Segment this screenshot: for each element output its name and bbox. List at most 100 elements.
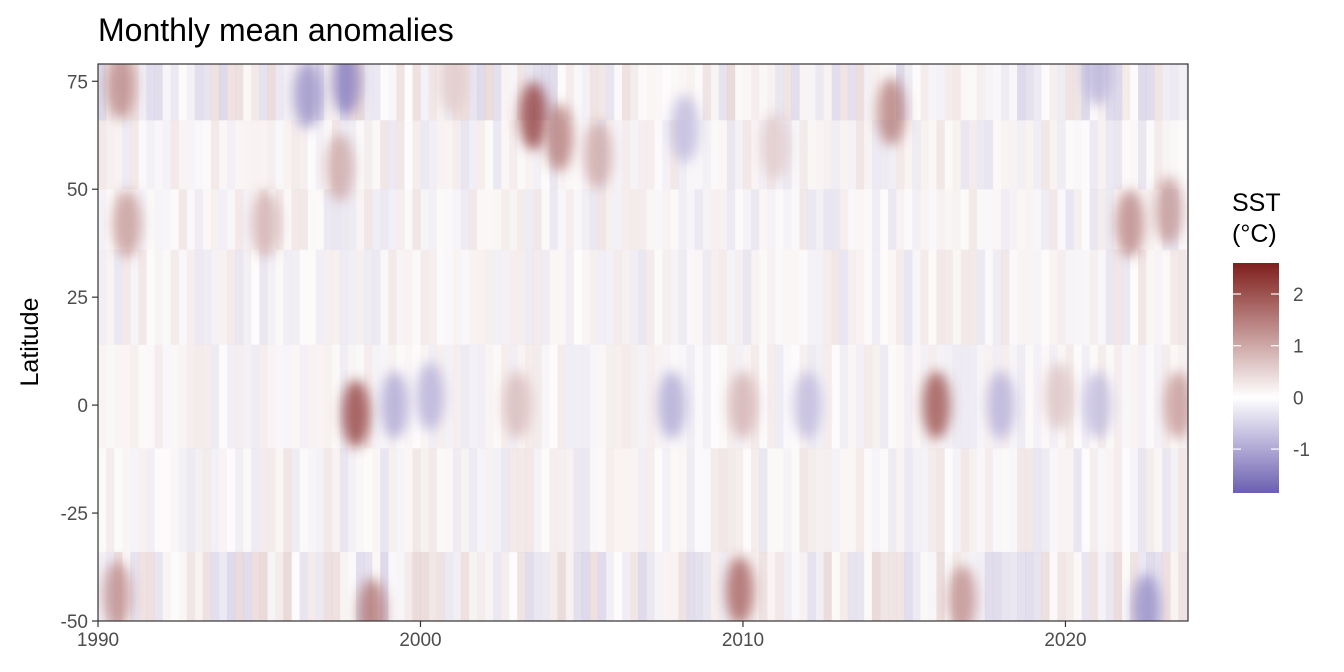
heatmap-cell bbox=[1105, 120, 1115, 190]
heatmap-cell bbox=[1121, 551, 1131, 621]
heatmap-cell bbox=[1121, 64, 1131, 121]
heatmap-cell bbox=[1129, 344, 1139, 449]
heatmap-cell bbox=[1105, 551, 1115, 621]
heatmap-cell bbox=[799, 64, 808, 121]
heatmap-anomaly bbox=[1154, 176, 1183, 245]
heatmap-cell bbox=[968, 189, 978, 251]
heatmap-cell bbox=[1146, 448, 1155, 553]
heatmap-cell bbox=[1129, 64, 1139, 121]
heatmap-cell bbox=[1041, 120, 1050, 190]
heatmap-cell bbox=[815, 189, 825, 251]
heatmap-cell bbox=[1081, 448, 1091, 553]
heatmap-cell bbox=[1113, 249, 1123, 346]
heatmap-cell bbox=[420, 249, 430, 346]
heatmap-cell bbox=[646, 448, 655, 553]
heatmap-cell bbox=[380, 120, 389, 190]
heatmap-cell bbox=[1049, 551, 1058, 621]
heatmap-cell bbox=[493, 249, 502, 346]
heatmap-cell bbox=[880, 448, 889, 553]
heatmap-cell bbox=[428, 64, 438, 121]
heatmap-cell bbox=[1186, 551, 1188, 621]
heatmap-cell bbox=[218, 249, 228, 346]
heatmap-cell bbox=[235, 120, 244, 190]
heatmap-cell bbox=[235, 448, 244, 553]
heatmap-cell bbox=[1000, 120, 1010, 190]
heatmap-cell bbox=[218, 189, 228, 251]
heatmap-cell bbox=[646, 120, 655, 190]
heatmap-cell bbox=[718, 189, 728, 251]
heatmap-cell bbox=[646, 344, 655, 449]
heatmap-cell bbox=[1033, 448, 1042, 553]
heatmap-cell bbox=[452, 551, 462, 621]
heatmap-cell bbox=[686, 64, 696, 121]
heatmap-cell bbox=[436, 448, 446, 553]
heatmap-cell bbox=[202, 249, 212, 346]
heatmap-cell bbox=[549, 64, 559, 121]
heatmap-cell bbox=[936, 249, 946, 346]
heatmap-cell bbox=[1081, 120, 1091, 190]
heatmap-cell bbox=[839, 551, 849, 621]
heatmap-cell bbox=[670, 448, 679, 553]
heatmap-cell bbox=[662, 120, 671, 190]
heatmap-cell bbox=[702, 120, 712, 190]
heatmap-cell bbox=[243, 189, 252, 251]
heatmap-cell bbox=[1138, 249, 1147, 346]
y-tick-label: 0 bbox=[77, 396, 88, 417]
heatmap-cell bbox=[662, 64, 671, 121]
heatmap-cell bbox=[863, 249, 873, 346]
heatmap-cell bbox=[476, 120, 486, 190]
heatmap-cell bbox=[251, 551, 260, 621]
heatmap-cell bbox=[98, 344, 107, 449]
heatmap-cell bbox=[638, 64, 647, 121]
heatmap-cell bbox=[694, 189, 704, 251]
heatmap-cell bbox=[871, 344, 881, 449]
heatmap-cell bbox=[880, 344, 889, 449]
heatmap-cell bbox=[807, 249, 817, 346]
heatmap-cell bbox=[1154, 64, 1163, 121]
heatmap-cell bbox=[541, 344, 550, 449]
heatmap-cell bbox=[323, 249, 333, 346]
heatmap-cell bbox=[460, 551, 470, 621]
heatmap-cell bbox=[339, 551, 349, 621]
heatmap-cell bbox=[315, 344, 325, 449]
heatmap-cell bbox=[597, 64, 607, 121]
heatmap-cell bbox=[1146, 249, 1155, 346]
heatmap-cell bbox=[742, 64, 752, 121]
heatmap-cell bbox=[904, 64, 913, 121]
heatmap-cell bbox=[364, 448, 373, 553]
heatmap-cell bbox=[936, 64, 946, 121]
heatmap-cell bbox=[1081, 64, 1091, 121]
heatmap-cell bbox=[1154, 249, 1163, 346]
heatmap-cell bbox=[186, 344, 196, 449]
heatmap-cell bbox=[815, 120, 825, 190]
heatmap-cell bbox=[630, 64, 639, 121]
heatmap-cell bbox=[541, 249, 550, 346]
heatmap-cell bbox=[404, 448, 413, 553]
heatmap-cell bbox=[686, 344, 696, 449]
heatmap-cell bbox=[323, 344, 333, 449]
heatmap-anomaly bbox=[293, 64, 322, 129]
heatmap-cell bbox=[944, 189, 954, 251]
heatmap-cell bbox=[791, 551, 800, 621]
heatmap-cell bbox=[1009, 249, 1018, 346]
heatmap-cell bbox=[976, 249, 986, 346]
heatmap-cell bbox=[904, 551, 913, 621]
heatmap-cell bbox=[549, 551, 559, 621]
heatmap-cell bbox=[992, 448, 1002, 553]
heatmap-cell bbox=[670, 64, 679, 121]
heatmap-cell bbox=[202, 344, 212, 449]
heatmap-cell bbox=[710, 344, 720, 449]
heatmap-cell bbox=[751, 189, 760, 251]
heatmap-cell bbox=[436, 249, 446, 346]
heatmap-cell bbox=[146, 64, 155, 121]
heatmap-cell bbox=[154, 249, 163, 346]
heatmap-cell bbox=[1017, 64, 1026, 121]
heatmap-cell bbox=[1000, 249, 1010, 346]
heatmap-cell bbox=[896, 189, 905, 251]
heatmap-cell bbox=[936, 448, 946, 553]
heatmap-cell bbox=[1162, 64, 1171, 121]
heatmap-anomaly bbox=[106, 64, 135, 120]
heatmap-cell bbox=[1073, 120, 1083, 190]
heatmap-cell bbox=[1154, 551, 1163, 621]
heatmap-cell bbox=[299, 189, 309, 251]
